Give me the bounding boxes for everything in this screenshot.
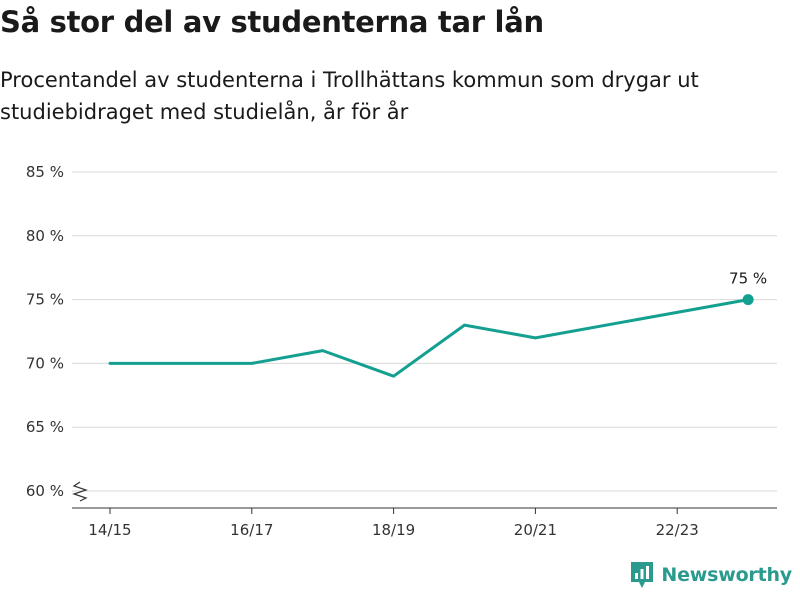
series-layer <box>108 294 754 378</box>
x-axis <box>72 481 777 514</box>
y-axis-tick-labels: 60 % 65 % 70 % 75 % 80 % 85 % <box>26 163 64 500</box>
chart-subtitle: Procentandel av studenterna i Trollhätta… <box>0 68 699 124</box>
y-tick-label: 85 % <box>26 163 64 181</box>
newsworthy-logo-icon <box>631 562 654 588</box>
data-label: 75 % <box>729 270 767 288</box>
x-tick-label: 18/19 <box>372 521 415 539</box>
y-tick-label: 80 % <box>26 227 64 245</box>
series-line <box>108 298 750 378</box>
y-tick-label: 70 % <box>26 354 64 372</box>
newsworthy-logo: Newsworthy <box>629 560 792 590</box>
y-tick-label: 65 % <box>26 418 64 436</box>
y-tick-label: 60 % <box>26 482 64 500</box>
x-axis-tick-labels: 14/15 16/17 18/19 20/21 22/23 <box>88 521 698 539</box>
x-tick-label: 22/23 <box>656 521 699 539</box>
gridlines <box>72 171 777 492</box>
x-tick-label: 16/17 <box>230 521 273 539</box>
data-labels: 75 % <box>729 270 767 288</box>
brand-name: Newsworthy <box>661 564 792 586</box>
chart-title: Så stor del av studenterna tar lån <box>0 5 544 39</box>
x-tick-label: 20/21 <box>514 521 557 539</box>
y-tick-label: 75 % <box>26 291 64 309</box>
data-point <box>742 294 754 306</box>
x-tick-label: 14/15 <box>88 521 131 539</box>
axis-break-icon <box>72 481 88 502</box>
